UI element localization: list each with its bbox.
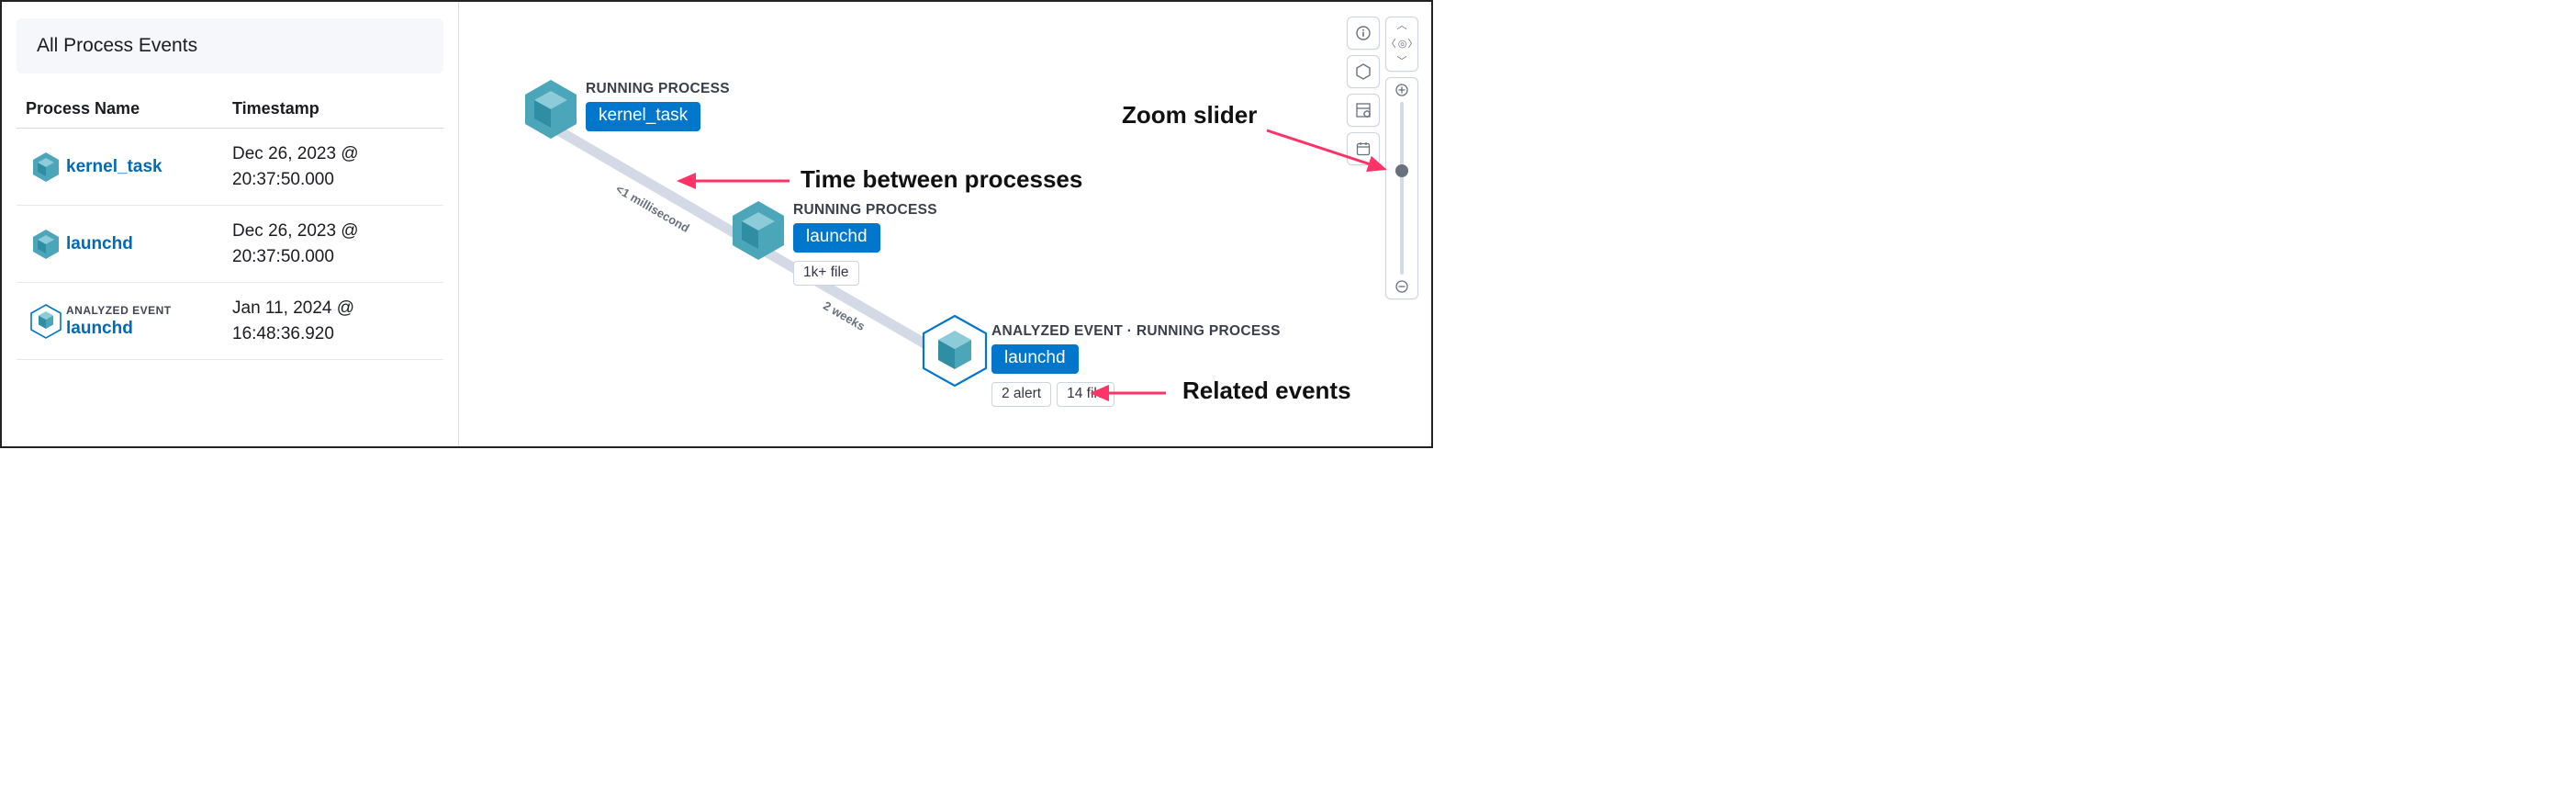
chevron-down-icon: ﹀ <box>1397 57 1407 67</box>
zoom-out-icon[interactable] <box>1395 280 1408 293</box>
annotation-related-events: Related events <box>1182 377 1351 405</box>
annotation-time-between: Time between processes <box>801 165 1082 194</box>
chevron-left-icon: 〈 <box>1386 39 1396 50</box>
col-process-name: Process Name <box>26 99 232 118</box>
zoom-slider[interactable] <box>1385 77 1418 299</box>
timestamp-value: Dec 26, 2023 @ 20:37:50.000 <box>232 219 434 269</box>
zoom-slider-thumb[interactable] <box>1395 164 1408 177</box>
timestamp-value: Dec 26, 2023 @ 20:37:50.000 <box>232 141 434 192</box>
analyzed-cube-icon <box>26 304 66 339</box>
process-name-link[interactable]: kernel_task <box>66 157 232 177</box>
pan-control[interactable]: ︿ 〈 ◎ 〉 ﹀ <box>1385 17 1418 72</box>
annotation-zoom-slider: Zoom slider <box>1122 101 1257 129</box>
process-cube-icon <box>26 229 66 260</box>
table-row[interactable]: launchd Dec 26, 2023 @ 20:37:50.000 <box>17 206 443 283</box>
process-events-panel: All Process Events Process Name Timestam… <box>2 2 459 446</box>
table-row[interactable]: kernel_task Dec 26, 2023 @ 20:37:50.000 <box>17 129 443 206</box>
chevron-up-icon: ︿ <box>1397 21 1407 31</box>
calendar-icon <box>1356 141 1371 156</box>
hexagon-icon <box>1356 63 1371 80</box>
timestamp-value: Jan 11, 2024 @ 16:48:36.920 <box>232 296 434 346</box>
process-tree-canvas[interactable]: <1 millisecond 2 weeks RUNNING PROCESS k… <box>459 2 1431 446</box>
zoom-slider-track[interactable] <box>1400 102 1404 275</box>
zoom-in-icon[interactable] <box>1395 84 1408 96</box>
settings-grid-icon <box>1356 103 1371 118</box>
target-icon: ◎ <box>1398 39 1407 50</box>
process-name-link[interactable]: launchd <box>66 234 232 254</box>
table-header: Process Name Timestamp <box>17 73 443 129</box>
process-cube-icon <box>26 152 66 183</box>
canvas-tool-strip: ︿ 〈 ◎ 〉 ﹀ <box>1347 17 1418 299</box>
schema-button[interactable] <box>1347 55 1380 88</box>
chevron-right-icon: 〉 <box>1407 39 1417 50</box>
info-button[interactable] <box>1347 17 1380 50</box>
app-frame: All Process Events Process Name Timestam… <box>0 0 1433 448</box>
display-options-button[interactable] <box>1347 94 1380 127</box>
col-timestamp: Timestamp <box>232 99 434 118</box>
table-row[interactable]: ANALYZED EVENT launchd Jan 11, 2024 @ 16… <box>17 283 443 360</box>
info-icon <box>1356 26 1371 40</box>
date-picker-button[interactable] <box>1347 132 1380 165</box>
analyzed-event-tag: ANALYZED EVENT <box>66 304 232 317</box>
process-name-link[interactable]: launchd <box>66 319 232 339</box>
panel-title: All Process Events <box>17 18 443 73</box>
